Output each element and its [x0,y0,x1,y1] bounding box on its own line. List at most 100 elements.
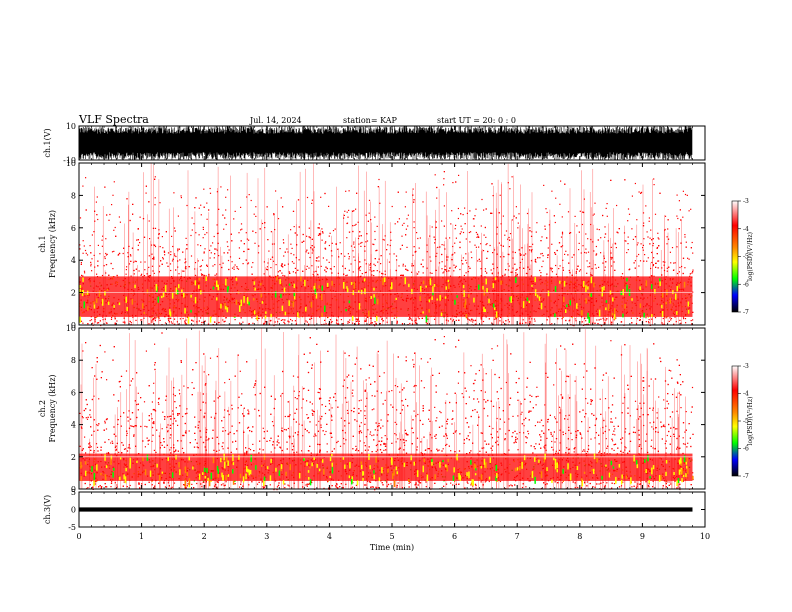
spectrogram-hotspot [672,290,674,294]
spectrogram-pixel [646,231,648,233]
spectrogram-pixel [595,253,598,255]
spectrogram-pixel [407,214,409,216]
spectrogram-pixel [485,236,487,238]
spectrogram-hotspot [358,290,360,293]
spectrogram-pixel [158,233,160,235]
spectrogram-pixel [649,237,651,239]
spectrogram-pixel [592,214,594,216]
spectrogram-pixel [475,323,477,325]
spectrogram-hotspot [580,310,583,315]
y-tick-label: 4 [71,256,76,265]
spectrogram-pixel [443,178,445,180]
spectrogram-pixel [269,320,271,322]
spectrogram-pixel [438,262,441,264]
spectrogram-pixel [587,251,590,253]
spectrogram-pixel [94,321,96,323]
spectrogram-pixel [190,234,192,237]
spectrogram-pixel [401,323,404,325]
spectrogram-band [79,276,693,317]
spectrogram-pixel [247,262,250,264]
spectrogram-pixel [602,262,604,264]
spectrogram-pixel [355,320,357,322]
spectrogram-pixel [661,274,663,276]
spectrogram-pixel [154,197,156,199]
spectrogram-hotspot [554,286,557,292]
spectrogram-pixel [140,261,142,263]
spectrogram-pixel [194,274,196,276]
spectrogram-pixel [252,262,254,264]
spectrogram-pixel [656,246,659,249]
spectrogram-pixel [488,318,490,320]
spectrogram-pixel [642,225,645,227]
spectrogram-pixel [238,247,240,249]
spectrogram-pixel [684,193,687,196]
spectrogram-pixel [523,267,525,269]
spectrogram-pixel [434,318,436,320]
spectrogram-pixel [509,239,511,241]
spectrogram-pixel [453,264,455,266]
spectrogram-hotspot [559,280,561,284]
spectrogram-pixel [110,318,113,320]
spectrogram-pixel [449,267,451,269]
spectrogram-pixel [465,272,467,274]
date-label: Jul. 14, 2024 [249,116,302,125]
spectrogram-pixel [634,267,636,269]
spectrogram-pixel [558,242,561,244]
spectrogram-pixel [113,250,115,252]
spectrogram-pixel [159,202,161,204]
spectrogram-pixel [576,268,578,270]
spectrogram-hotspot [373,294,375,298]
spectrogram-hotspot [468,294,470,298]
spectrogram-pixel [374,325,376,327]
spectrogram-pixel [270,258,272,260]
spectrogram-pixel [311,248,314,250]
spectrogram-pixel [204,233,206,236]
spectrogram-pixel [443,225,445,227]
spectrogram-pixel [346,211,348,213]
y-tick-label: -10 [63,156,76,165]
spectrogram-pixel [455,224,457,226]
spectrogram-pixel [206,202,208,204]
spectrogram-pixel [618,228,620,230]
spectrogram-pixel [483,209,485,211]
spectrogram-pixel [292,210,295,212]
spectrogram-pixel [317,273,319,275]
spectrogram-pixel [374,230,376,233]
spectrogram-pixel [387,244,389,246]
spectrogram-pixel [231,261,233,263]
spectrogram-pixel [239,323,241,325]
spectrogram-pixel [95,201,97,203]
spectrogram-pixel [122,252,124,255]
spectrogram-pixel [106,214,108,216]
spectrogram-pixel [567,211,570,213]
spectrogram-pixel [143,275,146,277]
spectrogram-pixel [593,250,595,252]
spectrogram-pixel [518,213,520,215]
spectrogram-hotspot [314,288,317,295]
spectrogram-pixel [394,223,396,225]
spectrogram-pixel [227,245,229,248]
spectrogram-hotspot [79,285,82,289]
spectrogram-pixel [356,192,358,194]
spectrogram-pixel [148,201,150,203]
spectrogram-hotspot [554,313,556,318]
spectrogram-pixel [411,271,413,273]
spectrogram-pixel [598,319,600,321]
spectrogram-pixel [171,322,173,324]
spectrogram-pixel [652,265,654,267]
spectrogram-pixel [443,184,445,186]
spectrogram-pixel [478,246,480,248]
spectrogram-pixel [678,200,680,202]
spectrogram-pixel [478,258,480,260]
spectrogram-pixel [587,266,589,268]
spectrogram-hotspot [350,282,353,285]
spectrogram-pixel [556,249,558,252]
spectrogram-hotspot [676,286,678,292]
spectrogram-pixel [591,268,593,270]
spectrogram-pixel [455,181,457,183]
spectrogram-hotspot [178,284,180,289]
spectrogram-pixel [676,272,679,275]
spectrogram-pixel [352,230,354,233]
spectrogram-pixel [562,267,564,269]
spectrogram-hotspot [190,294,192,298]
